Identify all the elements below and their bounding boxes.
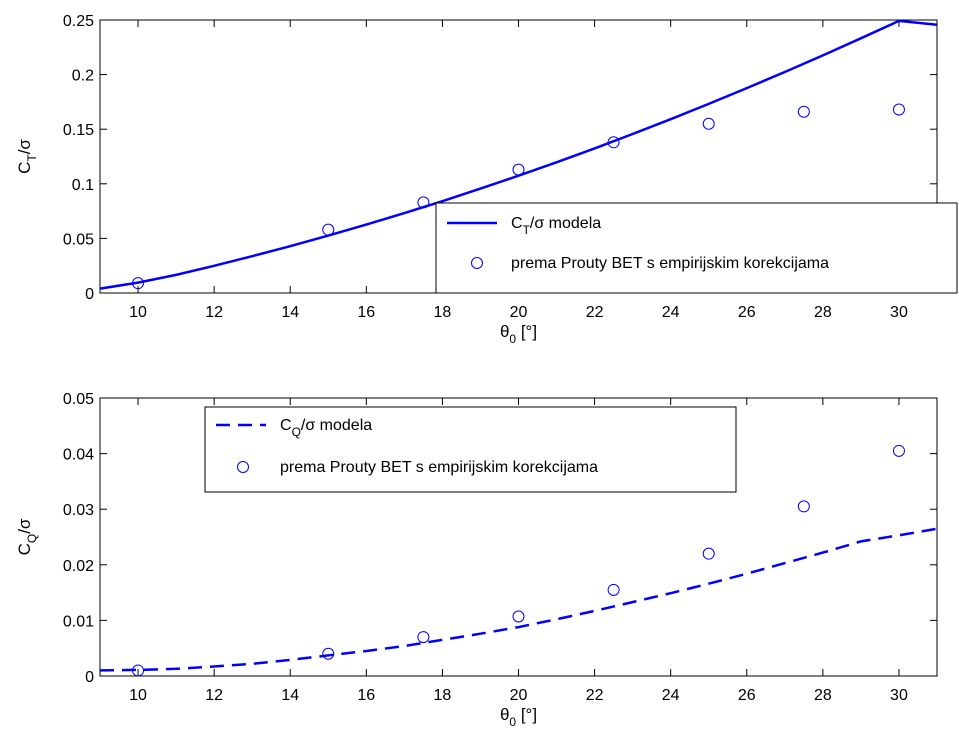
- series-group: [100, 20, 937, 290]
- x-axis-label-main: θ: [500, 322, 509, 341]
- y-tick-label: 0.1: [72, 177, 94, 194]
- x-tick-label: 24: [662, 304, 680, 321]
- x-tick-label: 22: [586, 687, 604, 704]
- legend-label-main: C: [280, 417, 292, 434]
- legend: CQ/σ modela prema Prouty BET s empirijski…: [204, 406, 737, 493]
- x-tick-label: 16: [357, 687, 375, 704]
- legend-label: prema Prouty BET s empirijskim korekcija…: [511, 255, 829, 272]
- legend-label-rest: /σ modela: [530, 215, 601, 232]
- data-point-marker: [322, 647, 335, 660]
- x-axis-label-sub: 0: [509, 332, 516, 346]
- x-tick-label: 20: [510, 304, 528, 321]
- data-point-marker: [892, 103, 905, 116]
- y-tick-label: 0.05: [63, 391, 94, 408]
- x-axis-label-main: θ: [500, 705, 509, 724]
- y-tick-label: 0.15: [63, 122, 94, 139]
- x-tick-label: 12: [205, 304, 223, 321]
- y-axis-label-rest: /σ: [15, 139, 34, 155]
- data-point-marker: [132, 664, 145, 676]
- data-point-marker: [607, 136, 620, 149]
- data-point-marker: [892, 444, 905, 457]
- data-point-marker: [417, 631, 430, 644]
- data-point-marker: [702, 117, 715, 130]
- legend-marker: [471, 257, 483, 269]
- x-tick-label: 24: [662, 687, 680, 704]
- x-axis-label-rest: [°]: [516, 322, 537, 341]
- data-point-marker: [797, 105, 810, 118]
- y-tick-label: 0: [85, 669, 94, 686]
- series-group: [100, 444, 937, 676]
- x-tick-label: 14: [281, 304, 299, 321]
- legend-label-rest: /σ modela: [301, 417, 372, 434]
- x-axis-label: θ0 [°]: [500, 322, 537, 346]
- data-point-marker: [702, 547, 715, 560]
- data-point-marker: [322, 223, 335, 236]
- x-tick-label: 30: [890, 304, 908, 321]
- y-axis-label-main: C: [15, 162, 34, 174]
- data-point-marker: [797, 500, 810, 513]
- legend-label-main: C: [511, 215, 523, 232]
- y-axis-label-main: C: [15, 543, 34, 555]
- x-tick-label: 28: [814, 687, 832, 704]
- data-point-marker: [607, 583, 620, 596]
- x-tick-label: 16: [357, 304, 375, 321]
- legend-marker: [237, 461, 249, 473]
- x-tick-label: 28: [814, 304, 832, 321]
- legend-label: prema Prouty BET s empirijskim korekcija…: [280, 459, 598, 476]
- model-line: [100, 20, 937, 290]
- legend-label: CT/σ modela: [511, 215, 601, 237]
- legend-box: [204, 406, 737, 493]
- y-axis-label-sub: T: [25, 154, 39, 162]
- y-axis-label: CT/σ: [15, 139, 39, 174]
- x-tick-label: 30: [890, 687, 908, 704]
- data-point-marker: [132, 277, 145, 290]
- y-axis-label: CQ/σ: [15, 518, 39, 555]
- y-axis-label-rest: /σ: [15, 518, 34, 534]
- x-tick-label: 22: [586, 304, 604, 321]
- y-tick-label: 0.02: [63, 558, 94, 575]
- legend: CT/σ modela prema Prouty BET s empirijski…: [435, 202, 958, 294]
- y-tick-label: 0.2: [72, 68, 94, 85]
- x-tick-label: 14: [281, 687, 299, 704]
- legend-label-sub: Q: [292, 425, 301, 439]
- x-axis-label-sub: 0: [509, 715, 516, 729]
- data-point-marker: [512, 163, 525, 176]
- x-tick-label: 20: [510, 687, 528, 704]
- x-tick-label: 10: [129, 687, 147, 704]
- bottom-chart-cq: 10 12 14 16 18 20 22 24 26 28 30 0 0.01 0.02 0.03 0.04 0…: [15, 391, 938, 729]
- x-axis-label-rest: [°]: [516, 705, 537, 724]
- x-tick-label: 18: [434, 687, 452, 704]
- y-axis-label-sub: Q: [25, 534, 39, 543]
- x-tick-label: 26: [738, 304, 756, 321]
- legend-label-sub: T: [523, 223, 531, 237]
- x-tick-label: 12: [205, 687, 223, 704]
- data-point-marker: [417, 196, 430, 209]
- model-dashed-line: [100, 527, 937, 672]
- y-tick-label: 0: [85, 286, 94, 303]
- data-point-marker: [512, 610, 525, 623]
- y-tick-label: 0.05: [63, 231, 94, 248]
- legend-label: CQ/σ modela: [280, 417, 372, 439]
- y-tick-label: 0.04: [63, 447, 94, 464]
- legend-box: [435, 202, 958, 294]
- y-tick-label: 0.25: [63, 13, 94, 30]
- x-tick-label: 26: [738, 687, 756, 704]
- top-chart-ct: 10 12 14 16 18 20 22 24 26 28 30 0 0.05 0.1 0.15 0.2 0.2…: [15, 13, 958, 346]
- y-tick-label: 0.01: [63, 613, 94, 630]
- x-axis-label: θ0 [°]: [500, 705, 537, 729]
- y-tick-label: 0.03: [63, 502, 94, 519]
- x-tick-label: 10: [129, 304, 147, 321]
- x-tick-label: 18: [434, 304, 452, 321]
